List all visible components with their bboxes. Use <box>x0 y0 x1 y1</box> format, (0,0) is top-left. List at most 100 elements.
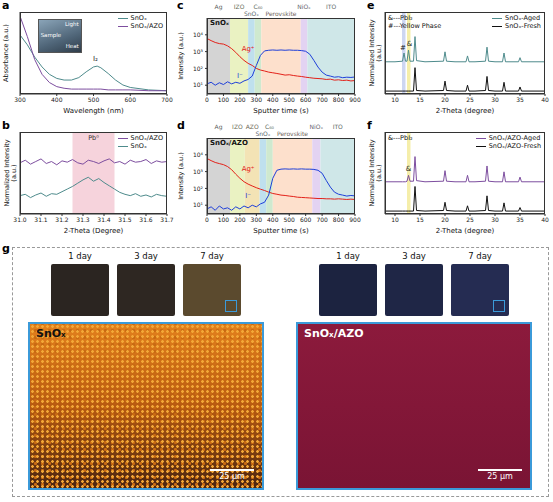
svg-text:10²: 10² <box>193 185 204 192</box>
svg-text:31.2: 31.2 <box>55 216 69 223</box>
svg-text:40: 40 <box>541 216 549 223</box>
svg-text:700: 700 <box>316 96 328 103</box>
svg-text:31.1: 31.1 <box>34 216 48 223</box>
html-text:1 day: 1 day <box>68 251 92 261</box>
svg-text:I₂: I₂ <box>93 55 98 63</box>
svg-text:10¹: 10¹ <box>193 201 204 208</box>
html-text:SnOₓ/AZO: SnOₓ/AZO <box>130 21 163 30</box>
html-text:25 μm: 25 μm <box>219 472 245 482</box>
html-text:SnOₓ-Fresh: SnOₓ-Fresh <box>505 21 541 30</box>
svg-text:I⁻: I⁻ <box>237 72 243 80</box>
svg-text:300: 300 <box>251 216 263 223</box>
svg-text:0: 0 <box>205 96 209 103</box>
svg-text:10: 10 <box>391 216 399 223</box>
svg-text:31.6: 31.6 <box>139 216 153 223</box>
svg-text:500: 500 <box>283 96 295 103</box>
svg-text:500: 500 <box>283 216 295 223</box>
html-text:7 day: 7 day <box>200 251 224 261</box>
svg-text:Perovskite: Perovskite <box>277 130 308 137</box>
svg-text:Ag: Ag <box>215 3 223 11</box>
html-text:1 day: 1 day <box>336 251 360 261</box>
svg-text:15: 15 <box>416 216 424 223</box>
svg-text:25: 25 <box>466 96 474 103</box>
svg-text:SnOₓ: SnOₓ <box>255 130 270 137</box>
svg-text:400: 400 <box>51 96 63 103</box>
svg-text:31.7: 31.7 <box>160 216 174 223</box>
html-text:SnOₓ: SnOₓ <box>130 141 147 150</box>
svg-text:600: 600 <box>300 216 312 223</box>
svg-text:NiOₓ: NiOₓ <box>310 123 324 130</box>
svg-text:20: 20 <box>441 96 449 103</box>
svg-text:ITO: ITO <box>326 3 336 10</box>
svg-text:10³: 10³ <box>193 168 204 175</box>
svg-text:&: & <box>407 40 413 48</box>
html-text:SnOₓ/AZO: SnOₓ/AZO <box>304 327 364 340</box>
svg-text:SnOₓ: SnOₓ <box>244 10 259 17</box>
svg-text:400: 400 <box>267 96 279 103</box>
svg-text:C₆₀: C₆₀ <box>265 123 275 130</box>
svg-text:31.0: 31.0 <box>13 216 27 223</box>
html-text:Intensity (a.u.): Intensity (a.u.) <box>177 32 186 80</box>
svg-text:200: 200 <box>234 96 246 103</box>
svg-text:Perovskite: Perovskite <box>266 10 297 17</box>
html-text:Normalized Intensity: Normalized Intensity <box>2 139 11 207</box>
svg-text:I⁻: I⁻ <box>245 192 251 200</box>
svg-text:Ag⁺: Ag⁺ <box>242 45 255 53</box>
svg-text:30: 30 <box>491 96 499 103</box>
svg-text:10⁴: 10⁴ <box>193 151 204 158</box>
html-text:Normalized Intensity: Normalized Intensity <box>367 19 376 87</box>
svg-text:10: 10 <box>391 96 399 103</box>
svg-text:20: 20 <box>441 216 449 223</box>
svg-text:10¹: 10¹ <box>193 81 204 88</box>
html-text:7 day: 7 day <box>468 251 492 261</box>
svg-text:31.4: 31.4 <box>97 216 111 223</box>
svg-text:300: 300 <box>251 96 263 103</box>
svg-text:Ag: Ag <box>215 123 223 131</box>
svg-text:NiOₓ: NiOₓ <box>297 3 311 10</box>
svg-text:25: 25 <box>466 216 474 223</box>
svg-text:30: 30 <box>491 216 499 223</box>
svg-text:500: 500 <box>88 96 100 103</box>
svg-text:Ag⁺: Ag⁺ <box>242 165 255 173</box>
svg-text:40: 40 <box>541 96 549 103</box>
svg-text:800: 800 <box>333 96 345 103</box>
svg-text:800: 800 <box>333 216 345 223</box>
html-text:3 day: 3 day <box>402 251 426 261</box>
html-text:Absorbance (a.u.): Absorbance (a.u.) <box>2 24 11 82</box>
svg-text:35: 35 <box>516 96 524 103</box>
svg-text:IZO: IZO <box>232 123 243 130</box>
svg-text:C₆₀: C₆₀ <box>253 3 263 10</box>
svg-text:&: & <box>406 165 412 173</box>
svg-text:700: 700 <box>161 96 173 103</box>
html-text:(a.u.): (a.u.) <box>374 44 383 62</box>
svg-text:10³: 10³ <box>193 48 204 55</box>
svg-text:31.5: 31.5 <box>118 216 132 223</box>
svg-text:900: 900 <box>349 216 361 223</box>
svg-text:Pb⁰: Pb⁰ <box>88 134 99 142</box>
svg-text:100: 100 <box>218 216 230 223</box>
svg-text:400: 400 <box>267 216 279 223</box>
svg-text:15: 15 <box>416 96 424 103</box>
svg-text:10⁴: 10⁴ <box>193 31 204 38</box>
html-text:25 μm: 25 μm <box>487 472 513 482</box>
svg-text:10²: 10² <box>193 65 204 72</box>
html-text:(a.u.): (a.u.) <box>9 164 18 182</box>
svg-text:IZO: IZO <box>234 3 245 10</box>
svg-text:#: # <box>400 44 406 52</box>
svg-text:31.3: 31.3 <box>76 216 90 223</box>
svg-text:200: 200 <box>234 216 246 223</box>
svg-text:0: 0 <box>205 216 209 223</box>
html-text:SnOₓ: SnOₓ <box>36 327 66 340</box>
svg-text:35: 35 <box>516 216 524 223</box>
svg-text:900: 900 <box>349 96 361 103</box>
svg-text:600: 600 <box>300 96 312 103</box>
html-text:3 day: 3 day <box>134 251 158 261</box>
html-text:#---Yellow Phase: #---Yellow Phase <box>388 22 442 31</box>
html-text:Intensity (a.u.): Intensity (a.u.) <box>177 152 186 200</box>
svg-text:300: 300 <box>14 96 26 103</box>
svg-text:AZO: AZO <box>246 123 259 130</box>
svg-text:100: 100 <box>218 96 230 103</box>
svg-text:700: 700 <box>316 216 328 223</box>
svg-text:ITO: ITO <box>333 123 343 130</box>
svg-text:600: 600 <box>125 96 137 103</box>
